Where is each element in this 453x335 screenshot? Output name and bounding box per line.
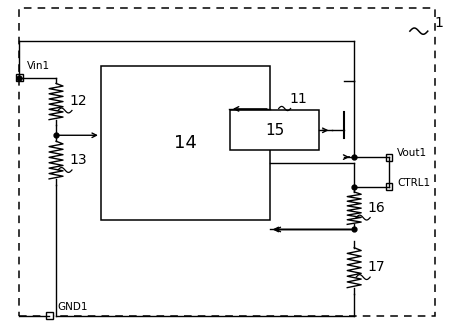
Text: 15: 15 [265,123,284,138]
Text: Vin1: Vin1 [27,61,50,71]
Bar [386,183,392,190]
Text: CTRL1: CTRL1 [397,178,430,188]
Bar [16,74,23,81]
Text: 11: 11 [289,91,308,106]
Text: 16: 16 [367,201,385,215]
Bar [101,66,270,219]
Text: 13: 13 [69,153,87,167]
Text: 1: 1 [435,16,443,30]
Bar [386,154,392,160]
Bar [46,312,53,319]
Bar [230,111,319,150]
Text: GND1: GND1 [57,302,87,312]
Text: Vout1: Vout1 [397,148,427,158]
Text: 12: 12 [69,93,87,108]
Text: 17: 17 [367,260,385,274]
Text: 14: 14 [174,134,197,152]
